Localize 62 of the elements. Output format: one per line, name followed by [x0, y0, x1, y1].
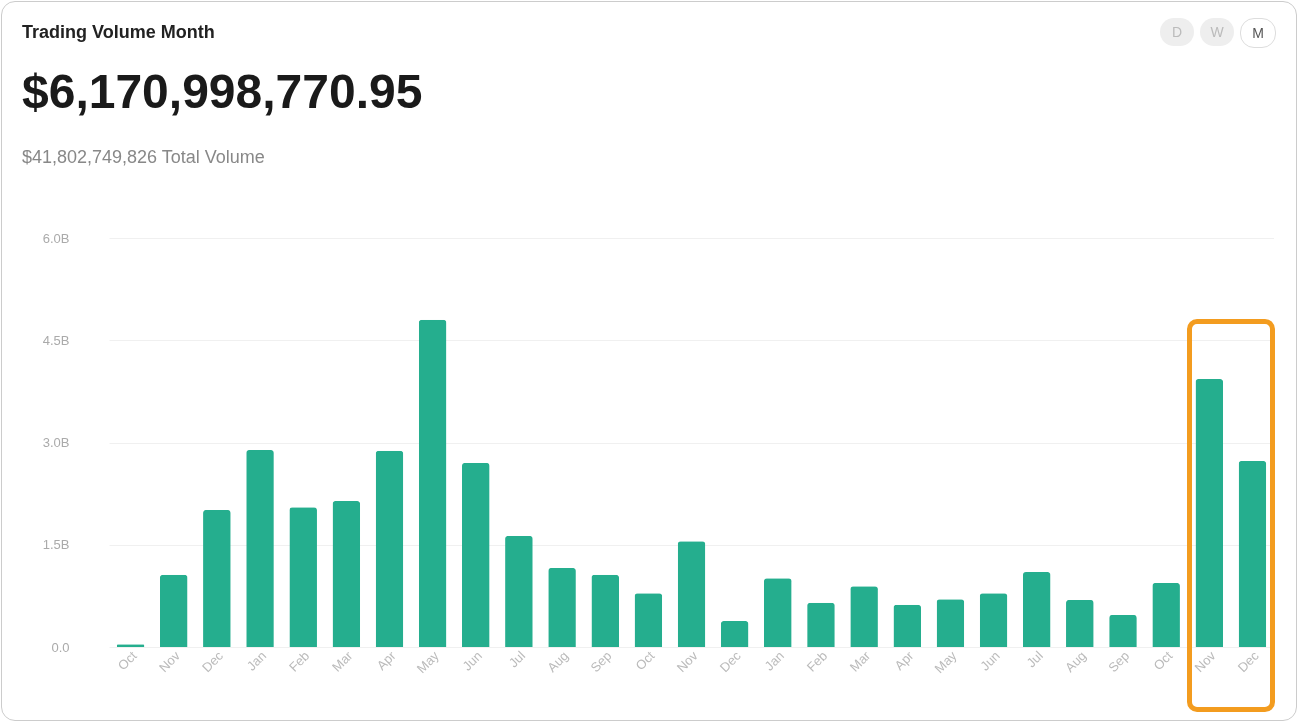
- text: M: [1240, 18, 1276, 48]
- x-tick-label: May: [413, 647, 443, 677]
- bar: [1195, 379, 1224, 647]
- bar: [720, 621, 749, 647]
- x-tick-label: Aug: [544, 648, 572, 676]
- x-tick-label: Jan: [243, 648, 270, 674]
- bar: [591, 574, 620, 647]
- x-tick-label: Jul: [1023, 648, 1046, 671]
- x-tick-label: Apr: [891, 647, 917, 673]
- bar: [332, 501, 361, 647]
- y-tick-label: 0.0: [51, 639, 70, 655]
- bar: [634, 593, 663, 647]
- x-tick-label: Dec: [1234, 647, 1262, 676]
- x-tick-label: Dec: [716, 647, 745, 676]
- bar: [1109, 614, 1137, 647]
- bar: [375, 450, 404, 647]
- x-tick-label: Oct: [632, 647, 658, 673]
- bar: [936, 599, 965, 647]
- bar: [289, 507, 317, 647]
- x-tick-label: Dec: [199, 647, 227, 676]
- bar: [548, 567, 576, 647]
- chart-subtitle: $6,170,998,770.95: [22, 64, 423, 119]
- x-tick-label: Oct: [114, 647, 141, 673]
- bar: [1066, 599, 1094, 647]
- bar: [461, 462, 490, 647]
- bar: [1238, 460, 1267, 647]
- bar: [246, 450, 274, 647]
- x-tick-label: Jul: [505, 648, 529, 671]
- x-tick-label: Oct: [1150, 647, 1176, 673]
- bar: [807, 602, 835, 647]
- bar: [159, 574, 188, 647]
- bar: [893, 604, 922, 647]
- x-tick-label: Nov: [155, 647, 184, 676]
- chart-title: Trading Volume Month: [22, 22, 215, 43]
- x-tick-label: Apr: [373, 647, 400, 673]
- x-tick-label: May: [931, 647, 960, 677]
- x-tick-label: Jun: [977, 648, 1003, 674]
- y-tick-label: 3.0B: [42, 435, 70, 450]
- x-tick-label: Aug: [1062, 648, 1090, 676]
- bar: [1022, 572, 1051, 647]
- bar: [203, 509, 231, 647]
- x-tick-label: Feb: [285, 648, 313, 675]
- x-tick-label: Mar: [846, 647, 874, 675]
- bar: [763, 578, 792, 647]
- x-tick-label: Feb: [803, 648, 831, 675]
- bar: [505, 535, 533, 647]
- x-tick-label: Sep: [587, 648, 615, 676]
- bar: [979, 593, 1008, 647]
- y-tick-label: 4.5B: [42, 332, 70, 348]
- bar: [677, 541, 706, 647]
- x-tick-label: Jan: [761, 648, 787, 674]
- bar: [850, 586, 878, 647]
- x-tick-label: Jun: [459, 648, 485, 674]
- text: $41,802,749,826 Total Volume: [22, 147, 265, 168]
- y-tick-label: 1.5B: [42, 537, 70, 553]
- x-tick-label: Nov: [673, 647, 702, 676]
- x-tick-label: Sep: [1105, 648, 1133, 676]
- y-tick-label: 6.0B: [42, 230, 70, 246]
- x-tick-label: Nov: [1191, 647, 1219, 676]
- bar: [418, 319, 447, 647]
- x-tick-label: Mar: [329, 647, 356, 675]
- bar: [1152, 582, 1180, 647]
